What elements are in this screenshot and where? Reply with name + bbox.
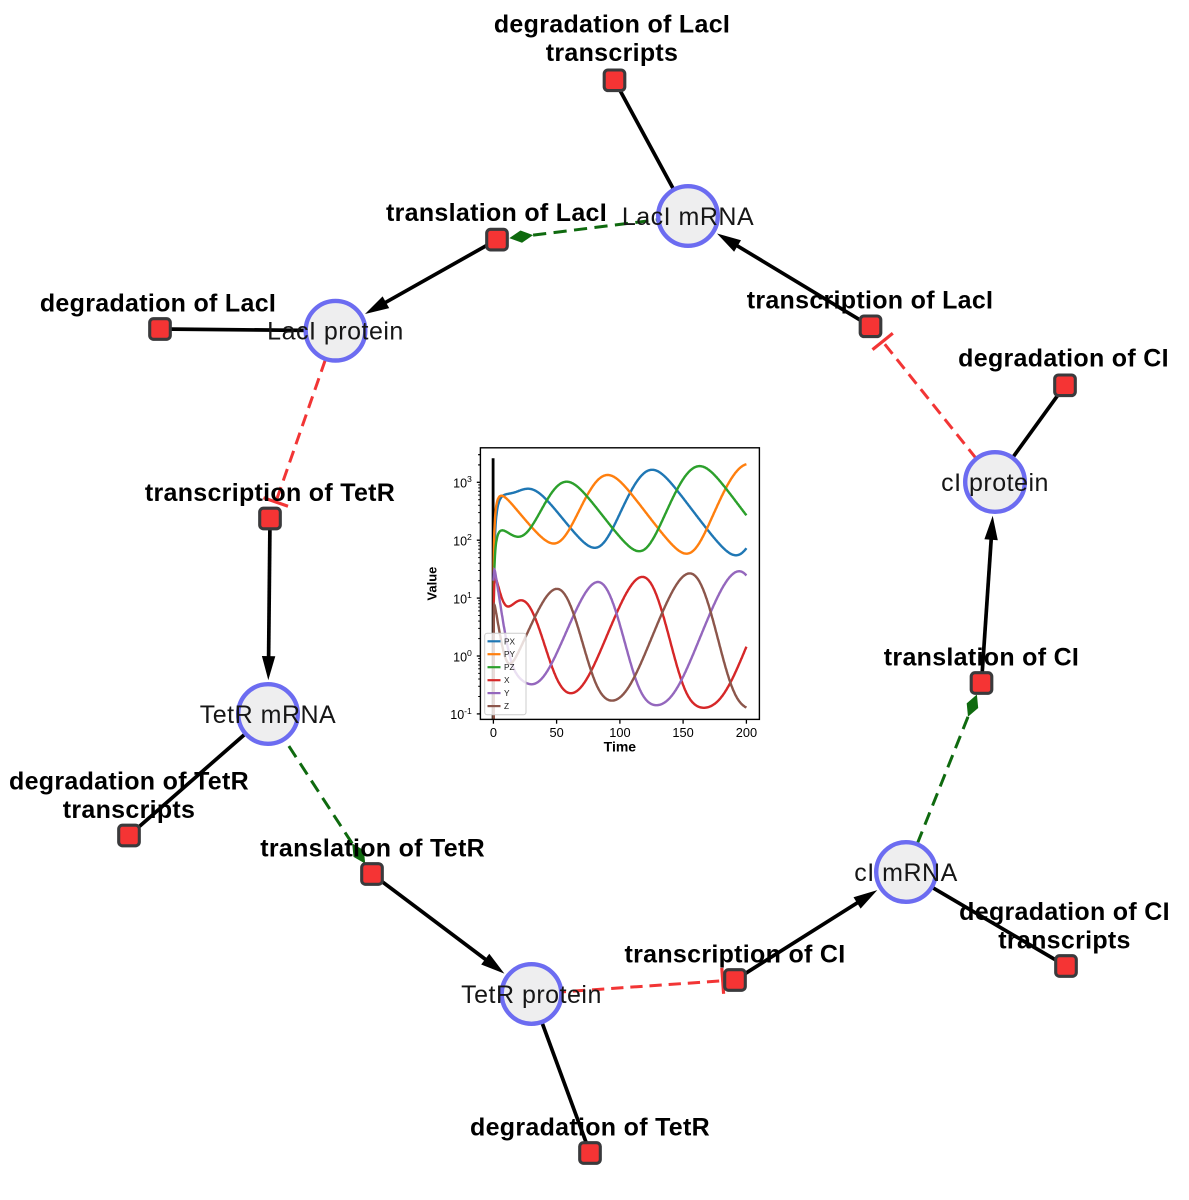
svg-text:degradation of LacI: degradation of LacI — [40, 289, 276, 317]
svg-text:TetR mRNA: TetR mRNA — [200, 701, 336, 729]
svg-text:degradation of CI: degradation of CI — [959, 898, 1170, 926]
svg-text:LacI mRNA: LacI mRNA — [622, 203, 754, 231]
svg-text:degradation of TetR: degradation of TetR — [470, 1113, 710, 1141]
svg-text:transcription of TetR: transcription of TetR — [145, 479, 395, 507]
svg-text:degradation of TetR: degradation of TetR — [9, 767, 249, 795]
svg-text:transcripts: transcripts — [63, 796, 196, 824]
svg-text:translation of CI: translation of CI — [884, 643, 1079, 671]
svg-text:200: 200 — [736, 725, 757, 740]
svg-text:transcription of CI: transcription of CI — [625, 940, 846, 968]
svg-text:Z: Z — [504, 701, 509, 711]
svg-text:transcripts: transcripts — [546, 39, 679, 67]
svg-text:transcription of LacI: transcription of LacI — [747, 287, 994, 315]
svg-text:100: 100 — [609, 725, 630, 740]
svg-text:cI protein: cI protein — [941, 469, 1049, 497]
svg-text:degradation of LacI: degradation of LacI — [494, 11, 730, 39]
svg-text:TetR protein: TetR protein — [461, 981, 602, 1009]
svg-text:translation of TetR: translation of TetR — [260, 834, 485, 862]
svg-text:50: 50 — [549, 725, 563, 740]
svg-text:Time: Time — [604, 739, 637, 755]
svg-text:LacI protein: LacI protein — [267, 318, 404, 346]
svg-text:PX: PX — [504, 636, 516, 646]
svg-text:150: 150 — [672, 725, 693, 740]
svg-text:PZ: PZ — [504, 662, 515, 672]
svg-text:cI mRNA: cI mRNA — [854, 859, 958, 887]
svg-text:0: 0 — [490, 725, 497, 740]
svg-text:degradation of CI: degradation of CI — [958, 345, 1169, 373]
svg-text:Value: Value — [425, 567, 440, 601]
svg-text:X: X — [504, 675, 510, 685]
svg-text:transcripts: transcripts — [998, 926, 1131, 954]
svg-text:PY: PY — [504, 649, 516, 659]
svg-text:translation of LacI: translation of LacI — [386, 199, 607, 227]
svg-text:Y: Y — [504, 688, 510, 698]
